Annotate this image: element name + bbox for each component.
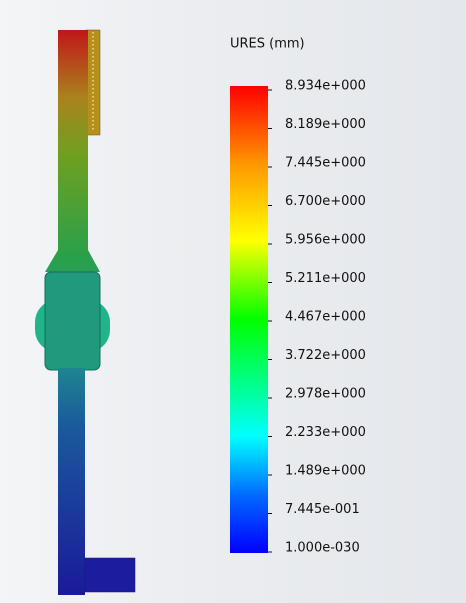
legend-label: 8.934e+000 xyxy=(285,79,366,94)
legend-label: 2.233e+000 xyxy=(285,425,366,440)
legend-label: 1.489e+000 xyxy=(285,464,366,479)
legend-label: 3.722e+000 xyxy=(285,348,366,363)
legend-label: 1.000e-030 xyxy=(285,541,360,556)
legend-label: 5.956e+000 xyxy=(285,233,366,248)
legend-title: URES (mm) xyxy=(230,37,305,52)
legend-label: 8.189e+000 xyxy=(285,117,366,132)
legend-label: 6.700e+000 xyxy=(285,194,366,209)
legend-label: 7.445e+000 xyxy=(285,156,366,171)
legend-label: 5.211e+000 xyxy=(285,271,366,286)
legend-label: 2.978e+000 xyxy=(285,387,366,402)
screenshot: URES (mm) 8.934e+000 8.189e+000 7.445e+000… xyxy=(0,0,466,603)
legend-label: 7.445e-001 xyxy=(285,502,360,517)
legend-label: 4.467e+000 xyxy=(285,310,366,325)
color-scale xyxy=(230,86,268,553)
